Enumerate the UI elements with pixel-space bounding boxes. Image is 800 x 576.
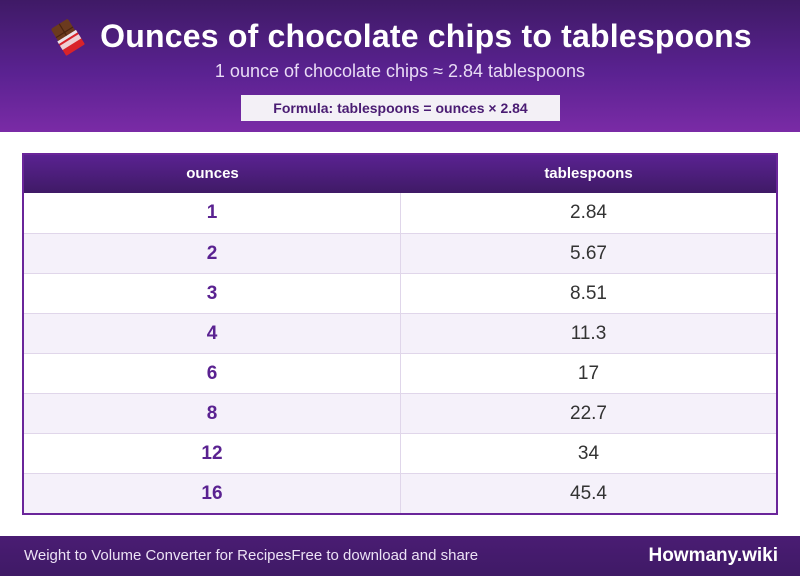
column-header-ounces: ounces [186,165,239,182]
tablespoons-cell: 8.51 [570,283,607,304]
table-row: 6 17 [24,353,776,393]
ounces-cell: 8 [24,394,401,433]
ounces-cell: 6 [24,354,401,393]
header: Ounces of chocolate chips to tablespoons… [0,0,800,132]
tablespoons-cell: 22.7 [570,403,607,424]
tablespoons-cell: 11.3 [570,323,607,344]
table-row: 16 45.4 [24,473,776,513]
table-header: ounces tablespoons [24,155,776,193]
ounces-cell: 4 [24,314,401,353]
tablespoons-cell: 5.67 [570,243,607,264]
subtitle: 1 ounce of chocolate chips ≈ 2.84 tables… [214,61,586,81]
brand-link[interactable]: Howmany.wiki [648,545,778,566]
ounces-cell: 12 [24,434,401,473]
table-body: 1 2.84 2 5.67 3 8.51 4 11.3 6 17 8 22.7 … [24,193,776,513]
tablespoons-cell: 45.4 [570,483,607,504]
tablespoons-cell: 34 [577,443,600,464]
page-title: Ounces of chocolate chips to tablespoons [100,17,752,54]
table-row: 3 8.51 [24,273,776,313]
ounces-cell: 1 [24,193,401,233]
table-row: 2 5.67 [24,233,776,273]
footer-tagline: Weight to Volume Converter for RecipesFr… [24,536,478,576]
chocolate-bar-icon [48,16,88,56]
column-header-tablespoons: tablespoons [544,165,633,182]
ounces-cell: 16 [24,474,401,513]
table-row: 8 22.7 [24,393,776,433]
conversion-table: ounces tablespoons 1 2.84 2 5.67 3 8.51 … [22,153,778,515]
tablespoons-cell: 17 [577,363,600,384]
formula-badge: Formula: tablespoons = ounces × 2.84 [241,95,560,121]
title-row: Ounces of chocolate chips to tablespoons [0,13,800,59]
ounces-cell: 2 [24,234,401,273]
table-row: 12 34 [24,433,776,473]
footer-share-note: Free to download and share [291,547,479,564]
table-row: 1 2.84 [24,193,776,233]
footer: Weight to Volume Converter for RecipesFr… [0,536,800,576]
ounces-cell: 3 [24,274,401,313]
table-row: 4 11.3 [24,313,776,353]
tablespoons-cell: 2.84 [570,202,607,223]
footer-converter-name: Weight to Volume Converter for Recipes [24,547,292,564]
